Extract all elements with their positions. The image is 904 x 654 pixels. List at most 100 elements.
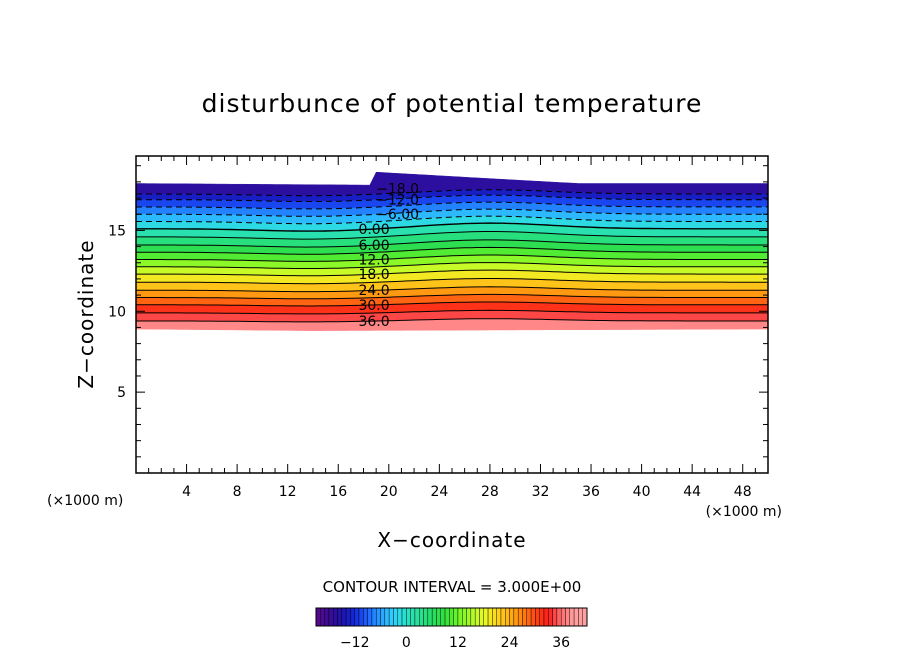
colorbar-cell-61 [578, 607, 583, 627]
colorbar-cell-52 [539, 607, 545, 627]
contour-line-13 [136, 286, 768, 293]
contour-line-15 [136, 301, 768, 307]
contour-label-0: −18.0 [376, 181, 419, 197]
x-tick-label: 44 [683, 484, 701, 500]
colorbar-cell-15 [380, 607, 386, 627]
contour-label-1: −12.0 [376, 193, 419, 209]
contour-line-8 [136, 246, 768, 255]
colorbar-tick-label: −12 [340, 635, 370, 651]
colorbar-cell-45 [509, 607, 515, 627]
colorbar-cell-53 [543, 607, 549, 627]
colorbar-cell-59 [569, 607, 575, 627]
x-tick-label: 36 [582, 484, 600, 500]
colorbar-cell-43 [500, 607, 506, 627]
contour-line-16 [136, 309, 768, 315]
colorbar-cell-50 [530, 607, 536, 627]
contour-line-2 [136, 201, 768, 210]
colorbar-cell-40 [487, 607, 493, 627]
colorbar-tick-label: 24 [501, 635, 519, 651]
contour-line-1 [136, 194, 768, 202]
x-tick-label: 28 [481, 484, 499, 500]
contour-line-7 [136, 239, 768, 248]
colorbar-cell-13 [371, 607, 377, 627]
colorbar-cell-47 [517, 607, 523, 627]
colorbar-cell-28 [436, 607, 441, 627]
colorbar-cell-5 [337, 607, 343, 627]
contour-line-0 [136, 189, 768, 197]
colorbar-cell-9 [354, 607, 360, 627]
contour-interval-text: CONTOUR INTERVAL = 3.000E+00 [323, 578, 582, 596]
colorbar-tick-label: 0 [402, 635, 411, 651]
contour-line-14 [136, 293, 768, 300]
colorbar-cell-1 [320, 607, 325, 627]
contour-label-8: 30.0 [358, 298, 389, 314]
contour-line-10 [136, 262, 768, 269]
contour-line-17 [136, 318, 768, 323]
colorbar-tick-label: 12 [449, 635, 467, 651]
contour-label-3: 0.00 [358, 222, 389, 238]
colorbar-cell-58 [565, 607, 570, 627]
contour-label-4: 6.00 [358, 238, 389, 254]
colorbar-cell-16 [384, 607, 390, 627]
colorbar-cell-3 [328, 607, 334, 627]
contour-label-6: 18.0 [358, 267, 389, 283]
colorbar-cell-41 [492, 607, 497, 627]
colorbar-cell-24 [419, 607, 424, 627]
contour-line-5 [136, 222, 768, 232]
colorbar-cell-2 [324, 607, 330, 627]
colorbar-cell-0 [315, 607, 321, 627]
colorbar-cell-19 [397, 607, 403, 627]
x-tick-label: 32 [532, 484, 550, 500]
colorbar-cell-23 [414, 607, 420, 627]
colorbar-cell-6 [341, 607, 347, 627]
x-tick-label: 8 [233, 484, 242, 500]
colorbar-cell-34 [462, 607, 467, 627]
colorbar-cell-48 [522, 607, 527, 627]
y-axis-unit: (×1000 m) [47, 493, 123, 509]
x-tick-label: 48 [734, 484, 752, 500]
contour-line-9 [136, 254, 768, 262]
colorbar-cell-60 [573, 607, 579, 627]
colorbar-ticks: −12 0 12 24 36 [340, 635, 570, 651]
x-axis-ticks: 4 8 12 16 20 24 28 32 36 40 44 48 [148, 156, 756, 500]
x-tick-label: 12 [279, 484, 297, 500]
colorbar-cell-27 [431, 607, 437, 627]
y-tick-label: 10 [108, 304, 126, 320]
contour-label-7: 24.0 [358, 283, 389, 299]
chart-title: disturbunce of potential temperature [202, 89, 703, 118]
contour-label-2: −6.00 [376, 207, 419, 223]
contour-line-12 [136, 278, 768, 285]
colorbar-cell-54 [548, 607, 553, 627]
contour-label-5: 12.0 [358, 253, 389, 269]
x-tick-label: 20 [380, 484, 398, 500]
contour-line-4 [136, 215, 768, 225]
colorbar-cell-12 [367, 607, 373, 627]
colorbar-cell-29 [440, 607, 446, 627]
contour-fill [136, 171, 768, 331]
colorbar-cell-33 [457, 607, 463, 627]
colorbar-cell-49 [526, 607, 532, 627]
y-tick-label: 15 [108, 223, 126, 239]
colorbar-cell-57 [560, 607, 566, 627]
colorbar-cell-10 [358, 607, 364, 627]
colorbar-cell-8 [350, 607, 355, 627]
contour-line-3 [136, 208, 768, 217]
colorbar-cell-22 [410, 607, 416, 627]
colorbar-cell-44 [505, 607, 510, 627]
contour-line-11 [136, 269, 768, 277]
colorbar-cell-62 [582, 607, 588, 627]
x-tick-label: 4 [182, 484, 191, 500]
colorbar-cell-42 [496, 607, 502, 627]
y-axis-ticks: 5 10 15 [108, 165, 768, 458]
colorbar-cell-38 [479, 607, 484, 627]
colorbar-cell-11 [363, 607, 368, 627]
colorbar-cell-55 [552, 607, 558, 627]
colorbar-cell-32 [453, 607, 459, 627]
colorbar-cell-17 [388, 607, 394, 627]
x-tick-label: 40 [633, 484, 651, 500]
colorbar-cell-39 [483, 607, 489, 627]
colorbar-cell-4 [333, 607, 338, 627]
colorbar-cell-18 [393, 607, 398, 627]
colorbar-cell-30 [444, 607, 450, 627]
contour-labels: −18.0−12.0−6.000.006.0012.018.024.030.03… [358, 181, 419, 330]
